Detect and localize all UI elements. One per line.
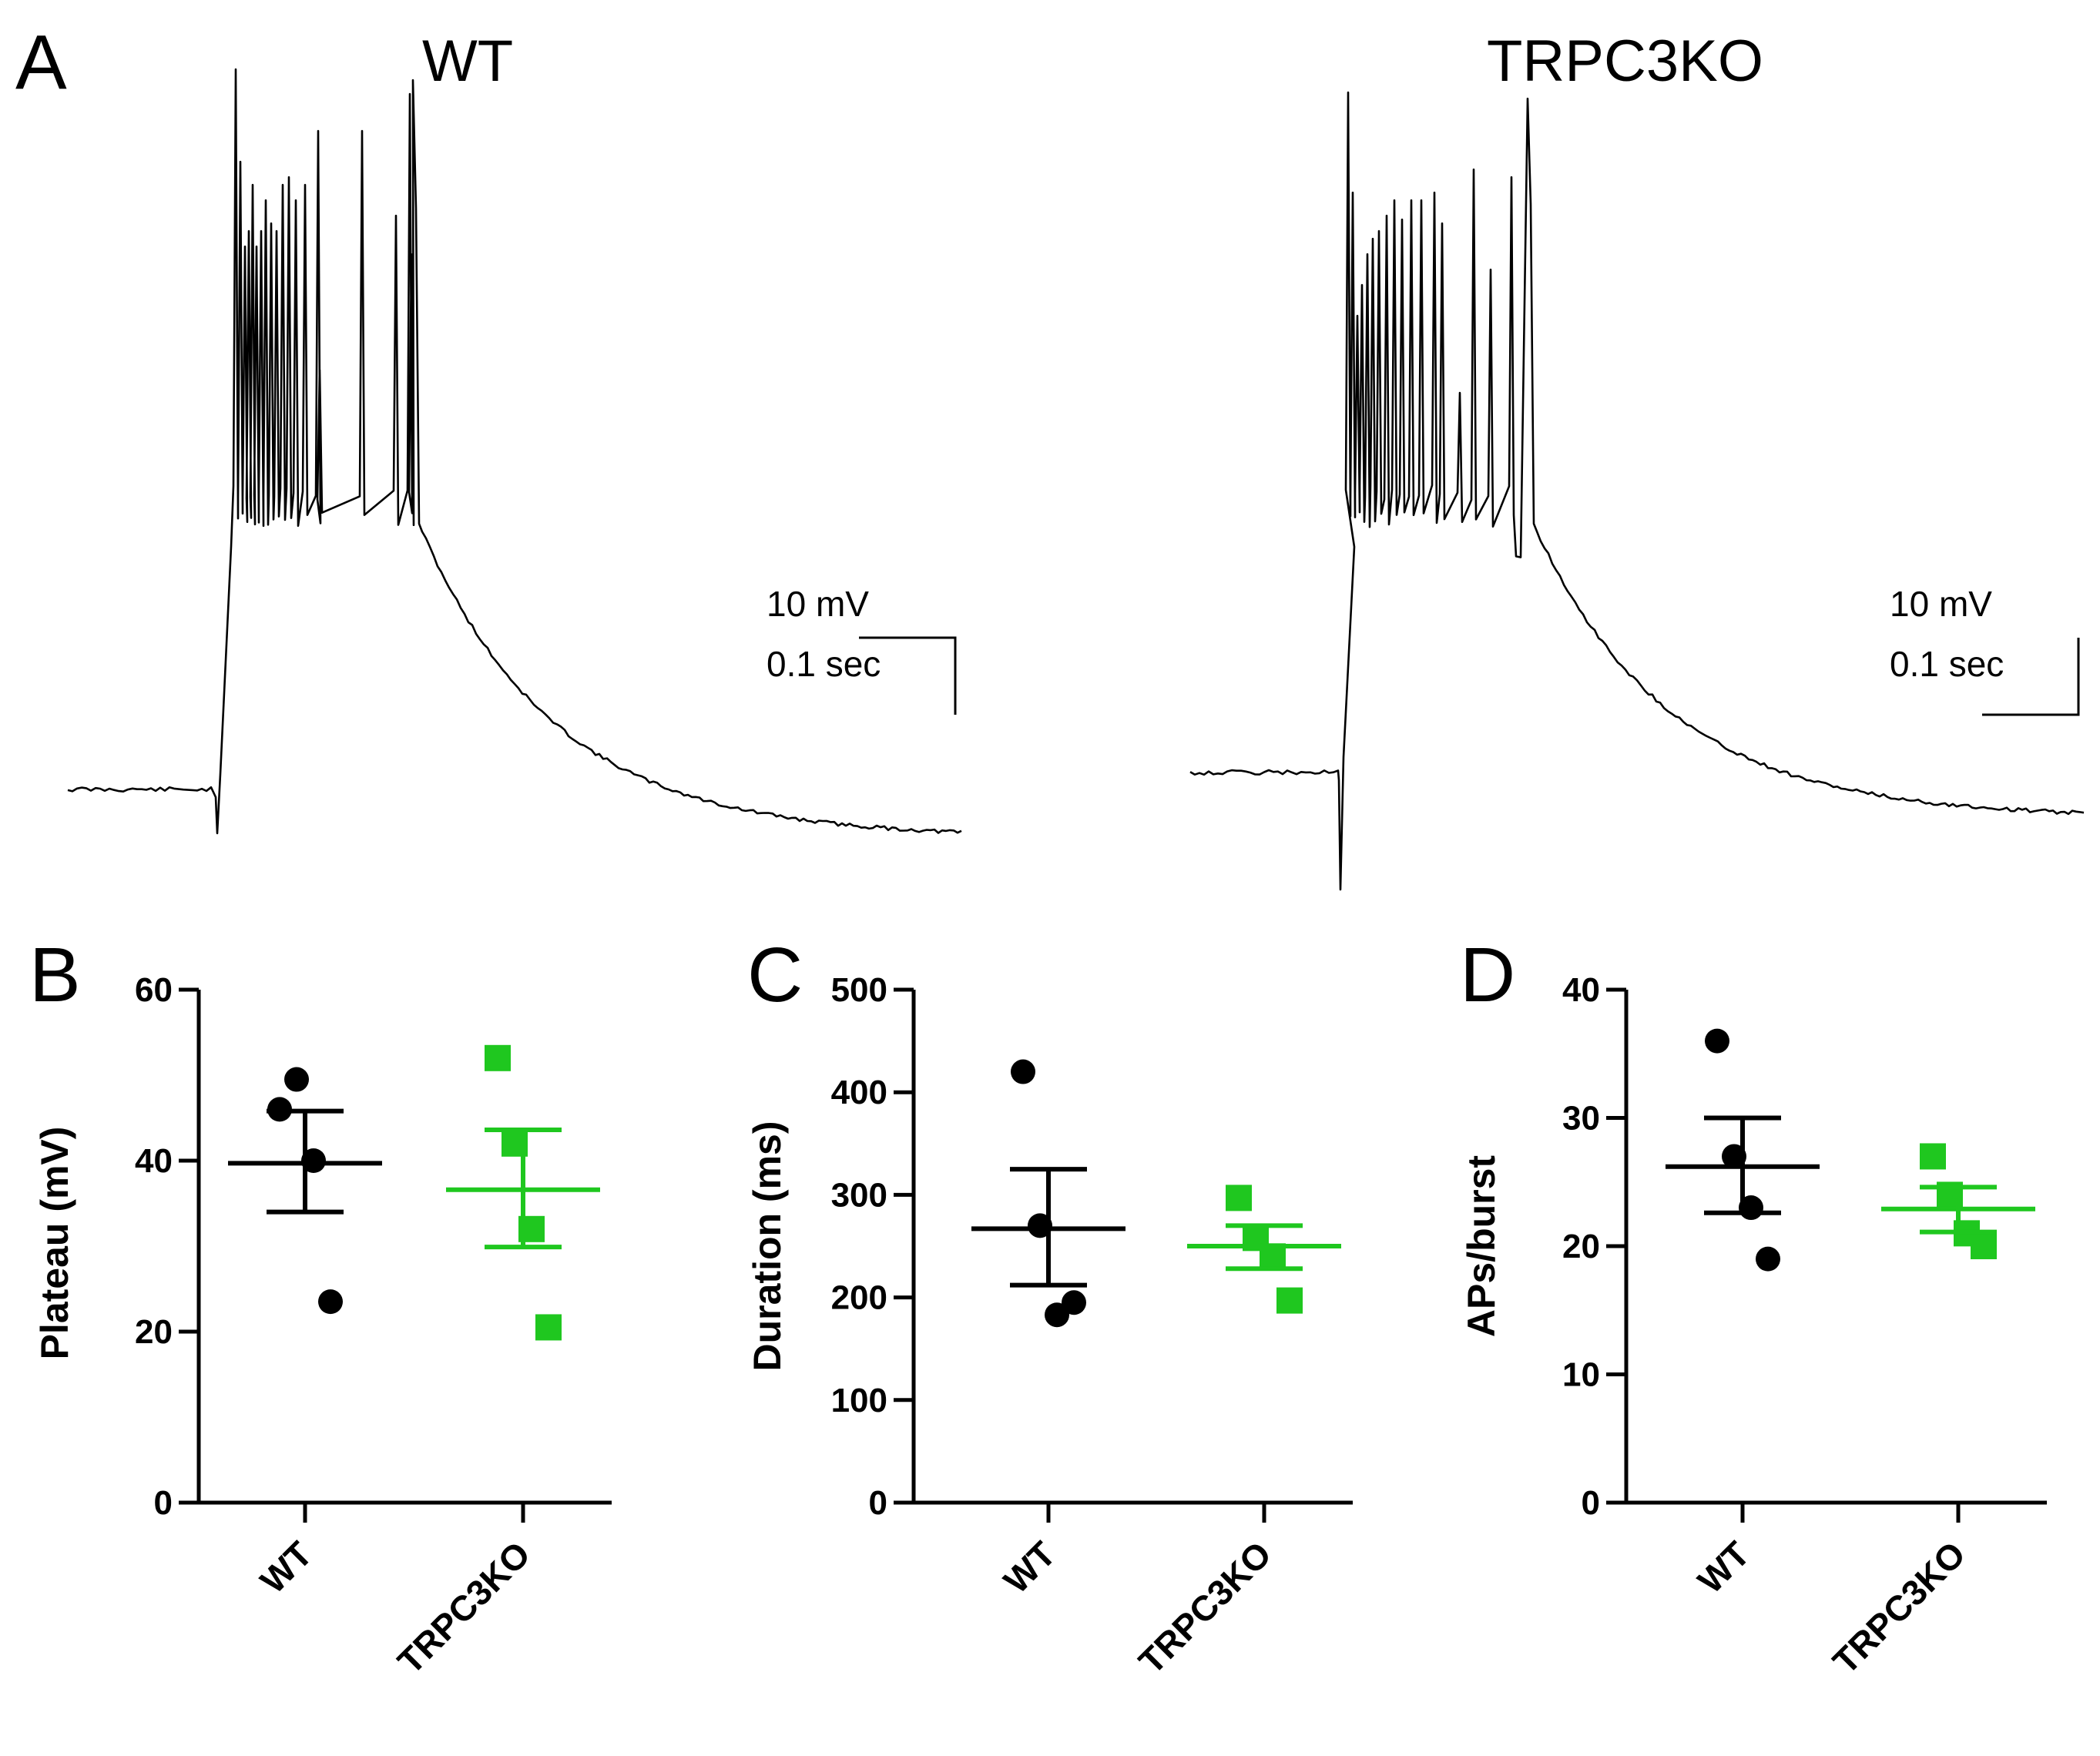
y-axis-label: Duration (ms) (746, 1121, 789, 1372)
voltage-trace-line (67, 68, 962, 835)
data-point-trpc3ko (1920, 1143, 1946, 1170)
trace-title-ko: TRPC3KO (1487, 28, 1763, 94)
data-point-wt (1062, 1290, 1086, 1315)
data-point-wt (1011, 1059, 1035, 1084)
data-point-trpc3ko (1971, 1233, 1997, 1259)
scale-bar-ko: 10 mV 0.1 sec (1890, 584, 2080, 716)
trace-title-wt: WT (422, 28, 513, 94)
data-point-trpc3ko (485, 1044, 511, 1071)
scale-bar-lines-ko (1982, 638, 2080, 716)
y-tick-label: 40 (1562, 971, 1600, 1009)
x-tick-label: WT (1690, 1533, 1757, 1600)
scale-bar-wt: 10 mV 0.1 sec (767, 584, 957, 715)
x-tick-label: WT (996, 1533, 1063, 1600)
data-point-trpc3ko (535, 1314, 562, 1341)
y-tick-label: 0 (869, 1484, 887, 1522)
chart-plateau: 0 20 40 60 WT TRPC3KO Plateau (mV) (33, 971, 612, 1682)
y-tick-label: 0 (1582, 1484, 1600, 1522)
y-tick-label: 400 (831, 1074, 887, 1111)
data-point-wt (284, 1067, 309, 1092)
x-tick-label: TRPC3KO (390, 1533, 538, 1681)
y-tick-label: 60 (135, 971, 173, 1009)
scale-bar-lines-wt (859, 636, 957, 715)
panel-label-b: B (29, 932, 81, 1018)
x-tick-label: TRPC3KO (1825, 1533, 1973, 1681)
data-point-wt (1705, 1028, 1729, 1054)
x-tick-label: WT (253, 1533, 320, 1600)
y-axis-label: APs/burst (1460, 1155, 1503, 1338)
y-tick-label: 30 (1562, 1100, 1600, 1138)
y-tick-label: 200 (831, 1279, 887, 1317)
chart-aps-burst: 0 10 20 30 40 WT TRPC3KO APs/burst (1460, 971, 2047, 1682)
chart-duration: 0 100 200 300 400 500 WT TRPC3KO Duration (ms) (746, 971, 1353, 1682)
data-point-wt (318, 1289, 343, 1315)
scale-label-mv-wt: 10 mV (767, 584, 869, 624)
scale-label-sec-wt: 0.1 sec (767, 644, 881, 684)
y-tick-label: 10 (1562, 1356, 1600, 1394)
voltage-trace-line (1189, 91, 2085, 891)
panel-label-c: C (747, 932, 803, 1018)
y-tick-label: 100 (831, 1382, 887, 1419)
data-point-wt (1045, 1302, 1069, 1328)
y-tick-label: 500 (831, 971, 887, 1009)
trace-ko (1189, 91, 2085, 891)
data-point-trpc3ko (1226, 1185, 1252, 1211)
y-tick-label: 300 (831, 1176, 887, 1214)
y-axis-label: Plateau (mV) (33, 1127, 76, 1360)
data-point-wt (1756, 1246, 1780, 1272)
y-tick-label: 20 (135, 1313, 173, 1351)
y-tick-label: 40 (135, 1142, 173, 1180)
data-point-trpc3ko (1276, 1287, 1303, 1314)
y-tick-label: 0 (154, 1484, 173, 1522)
panel-label-d: D (1460, 932, 1515, 1018)
scale-label-sec-ko: 0.1 sec (1890, 644, 2004, 684)
trace-wt (67, 68, 962, 835)
x-tick-label: TRPC3KO (1131, 1533, 1279, 1681)
y-tick-label: 20 (1562, 1228, 1600, 1265)
scale-label-mv-ko: 10 mV (1890, 584, 1992, 624)
panel-label-a: A (15, 19, 67, 106)
